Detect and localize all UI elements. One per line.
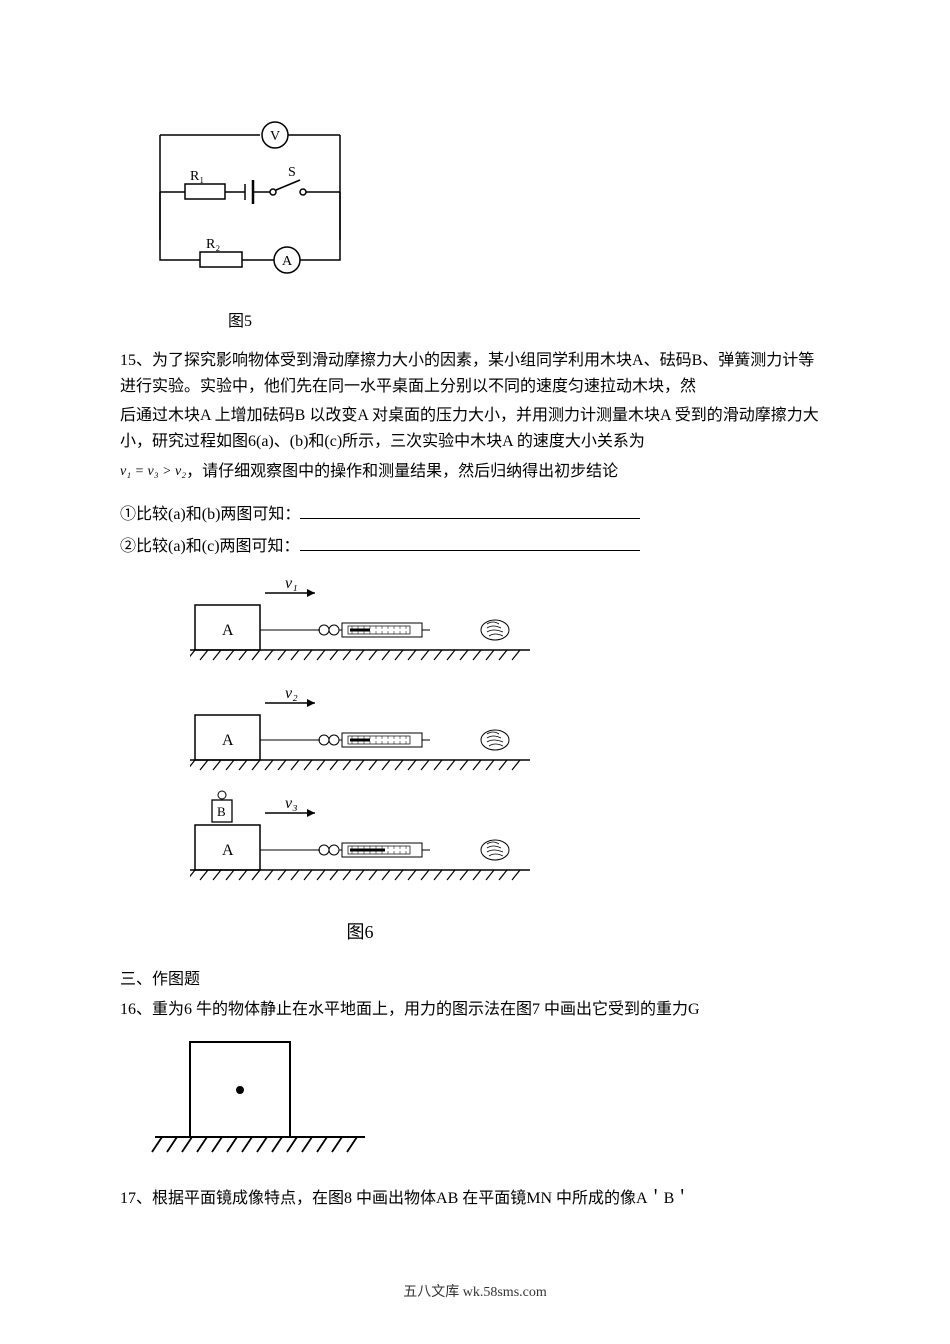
circuit-diagram-fig5: V A R₁ R₂ S [140,120,830,289]
v2-label: v₂ [285,685,298,702]
r1-label: R₁ [190,169,204,184]
ammeter-label: A [282,254,293,269]
voltmeter-label: V [270,129,280,144]
q15-item2: ②比较(a)和(c)两图可知： [120,538,300,555]
circuit-svg: V A R₁ R₂ S [140,120,360,280]
section3-header: 三、作图题 [120,967,830,993]
block-a-label-2: A [222,732,234,749]
weight-b-label: B [217,804,226,819]
q16-prefix: 16、 [120,1001,152,1018]
q15-item2-row: ②比较(a)和(c)两图可知： [120,532,830,560]
page-footer: 五八文库 wk.58sms.com [0,1282,950,1304]
q15-p1: 为了探究影响物体受到滑动摩擦力大小的因素，某小组同学利用木块A、砝码B、弹簧测力… [120,352,814,395]
q15-item1: ①比较(a)和(b)两图可知： [120,506,300,523]
v3-label: v₃ [285,795,298,812]
q17-body: 根据平面镜成像特点，在图8 中画出物体AB 在平面镜MN 中所成的像A＇B＇ [152,1190,690,1207]
switch-label: S [288,165,296,180]
block-a-label-1: A [222,622,234,639]
q15-p3: ，请仔细观察图中的操作和测量结果，然后归纳得出初步结论 [186,463,618,480]
q15-item1-row: ①比较(a)和(b)两图可知： [120,500,830,528]
q15-para2: 后通过木块A 上增加砝码B 以改变A 对桌面的压力大小，并用测力计测量木块A 受… [120,403,830,454]
q17-prefix: 17、 [120,1190,152,1207]
fig6-caption: 图6 [190,918,530,947]
q17-text: 17、根据平面镜成像特点，在图8 中画出物体AB 在平面镜MN 中所成的像A＇B… [120,1186,830,1212]
v1-label: v₁ [285,575,298,592]
q15-blank1 [300,500,640,519]
friction-svg: v₁ A v₂ A B v₃ [190,575,550,905]
block-a-label-3: A [222,842,234,859]
q16-body: 重为6 牛的物体静止在水平地面上，用力的图示法在图7 中画出它受到的重力G [152,1001,700,1018]
r2-label: R₂ [206,237,220,252]
q15-para1: 15、为了探究影响物体受到滑动摩擦力大小的因素，某小组同学利用木块A、砝码B、弹… [120,348,830,399]
friction-diagrams-fig6: v₁ A v₂ A B v₃ [190,575,830,914]
q16-text: 16、重为6 牛的物体静止在水平地面上，用力的图示法在图7 中画出它受到的重力G [120,997,830,1023]
q15-formula: v₁ = v₃ > v₂ [120,461,186,483]
gravity-svg [150,1032,390,1162]
gravity-diagram-fig7 [150,1032,830,1171]
q15-prefix: 15、 [120,352,152,369]
q15-para3: v₁ = v₃ > v₂，请仔细观察图中的操作和测量结果，然后归纳得出初步结论 [120,459,830,485]
q15-blank2 [300,532,640,551]
fig5-caption: 图5 [140,309,340,335]
